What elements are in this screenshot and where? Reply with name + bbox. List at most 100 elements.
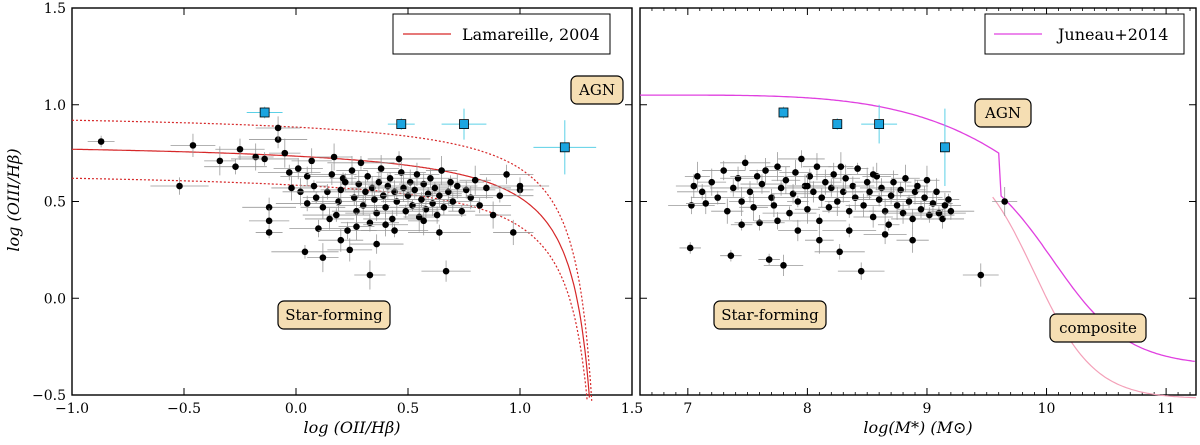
- right-data-point: [837, 163, 845, 170]
- right-data-point: [758, 180, 766, 188]
- left-y-tick-label: 0.0: [44, 291, 66, 307]
- right-data-point: [854, 165, 861, 172]
- left-x-tick-label: 0.0: [285, 401, 307, 417]
- left-data-point: [418, 196, 425, 203]
- juneau-lower-curve: [992, 196, 1197, 399]
- left-data-point: [189, 142, 197, 149]
- left-data-point: [301, 248, 309, 256]
- right-data-point: [686, 244, 694, 252]
- right-data-point: [804, 205, 811, 213]
- left-data-point: [382, 221, 389, 229]
- left-data-point: [274, 124, 282, 132]
- left-chart: −1.0 −0.5 0.0 0.5 1.0 1.5−0.50.00.51.01.5: [32, 1, 643, 417]
- left-data-point: [232, 163, 239, 170]
- left-data-point: [402, 207, 410, 215]
- left-data-point: [319, 204, 327, 211]
- right-data-point: [923, 176, 931, 184]
- right-data-point: [825, 204, 833, 211]
- right-data-point: [708, 178, 716, 186]
- left-data-point: [308, 157, 315, 165]
- right-data-point: [869, 171, 877, 178]
- left-data-point: [285, 169, 293, 176]
- left-data-point: [303, 200, 311, 207]
- left-y-tick-label: −0.5: [32, 388, 66, 404]
- right-data-point: [945, 196, 952, 203]
- right-data-point: [813, 163, 821, 170]
- right-data-point: [774, 163, 781, 170]
- right-starforming-annotation: Star-forming: [713, 300, 827, 330]
- left-data-point: [458, 207, 466, 215]
- left-data-point: [328, 171, 336, 178]
- left-data-point: [357, 159, 365, 167]
- right-data-point: [762, 167, 769, 174]
- right-data-point: [933, 188, 940, 196]
- left-agn-annotation: AGN: [570, 75, 624, 105]
- right-data-point: [842, 174, 849, 182]
- left-data-point: [236, 145, 244, 153]
- left-data-point: [216, 157, 224, 165]
- left-data-point: [431, 184, 439, 192]
- right-data-point: [845, 227, 853, 234]
- right-data-point: [746, 188, 754, 196]
- left-starforming-annotation: Star-forming: [277, 300, 391, 330]
- left-data-point: [440, 204, 448, 211]
- left-x-tick-label: −1.0: [55, 401, 89, 417]
- svg-text:composite: composite: [1059, 319, 1137, 337]
- right-legend-label: Juneau+2014: [1056, 25, 1168, 44]
- right-data-point: [885, 221, 893, 229]
- left-data-point: [265, 229, 273, 236]
- left-data-point: [489, 211, 497, 219]
- left-data-point: [436, 192, 443, 199]
- left-data-point: [516, 182, 524, 190]
- left-data-point: [386, 174, 394, 182]
- right-agn-annotation: AGN: [974, 98, 1032, 128]
- right-highlight-point: [778, 107, 789, 118]
- right-data-point: [893, 202, 901, 209]
- right-data-point: [741, 159, 749, 167]
- left-data-point: [337, 236, 345, 244]
- left-data-point: [427, 174, 434, 182]
- left-data-point: [442, 267, 450, 275]
- left-highlight-point: [459, 119, 469, 129]
- left-data-point: [483, 184, 490, 192]
- right-data-point: [738, 221, 745, 229]
- right-data-point: [881, 231, 889, 238]
- right-data-point: [729, 184, 737, 192]
- right-data-point: [792, 169, 799, 176]
- left-data-point: [337, 186, 345, 194]
- svg-text:Star-forming: Star-forming: [721, 306, 819, 324]
- left-legend: Lamareille, 2004: [392, 13, 611, 55]
- left-x-tick-label: −0.5: [167, 401, 201, 417]
- right-data-point: [816, 217, 823, 225]
- left-data-point: [438, 167, 445, 174]
- right-chart: 7 8 9 10 11: [639, 7, 1197, 417]
- right-highlight-point: [832, 119, 843, 129]
- left-data-point: [433, 211, 441, 219]
- left-data-point: [362, 188, 369, 196]
- right-data-point: [911, 188, 919, 196]
- right-x-tick-label: 11: [1157, 401, 1175, 417]
- right-data-point: [845, 207, 853, 215]
- right-legend: Juneau+2014: [984, 13, 1185, 55]
- right-data-point: [818, 194, 826, 201]
- left-data-point: [344, 227, 351, 234]
- left-data-point: [377, 165, 385, 172]
- svg-text:AGN: AGN: [578, 81, 615, 99]
- right-data-point: [849, 182, 857, 190]
- right-data-point: [720, 167, 727, 174]
- right-data-point: [816, 236, 823, 244]
- right-data-point: [810, 188, 817, 196]
- right-data-point: [804, 182, 811, 190]
- right-data-point: [750, 204, 757, 211]
- left-highlight-point: [396, 119, 407, 129]
- right-data-point: [770, 202, 778, 209]
- right-data-point: [794, 198, 802, 205]
- left-y-tick-label: 1.0: [44, 98, 66, 114]
- svg-text:Star-forming: Star-forming: [285, 306, 383, 324]
- left-data-point: [411, 186, 419, 194]
- right-data-point: [822, 178, 829, 186]
- left-y-tick-label: 1.5: [44, 1, 66, 17]
- left-data-point: [341, 178, 349, 186]
- right-x-tick-label: 9: [923, 401, 932, 417]
- left-data-point: [333, 211, 340, 219]
